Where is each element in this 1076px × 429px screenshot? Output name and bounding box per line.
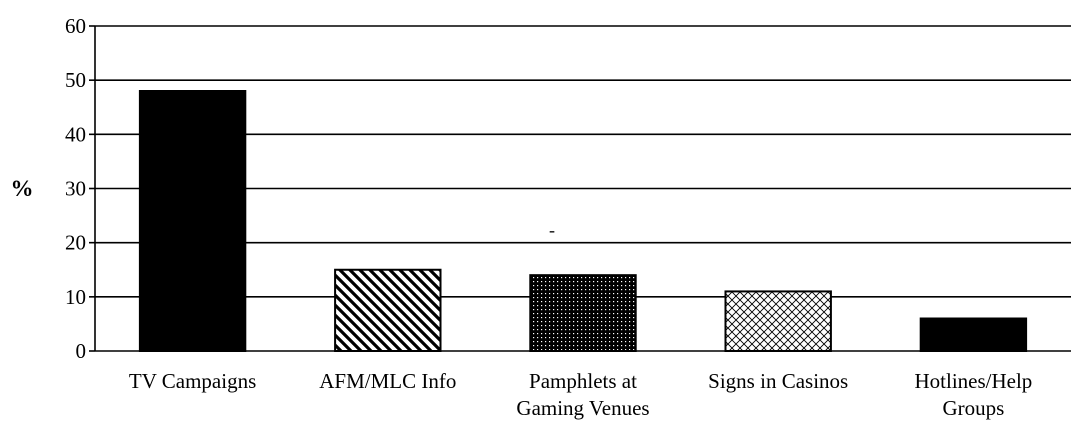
y-tick-label: 60: [65, 14, 86, 38]
y-tick-label: 0: [76, 339, 87, 363]
x-tick-label: TV Campaigns: [129, 369, 256, 393]
y-tick-label: 20: [65, 231, 86, 255]
bar: [919, 317, 1028, 352]
axes: [89, 25, 1071, 352]
y-tick-label: 50: [65, 68, 86, 92]
y-tick-label: 30: [65, 177, 86, 201]
x-tick-label-line: Hotlines/Help: [914, 369, 1032, 393]
x-tick-label: Signs in Casinos: [708, 369, 848, 393]
gridlines: [95, 25, 1071, 298]
bar: [724, 290, 832, 352]
y-axis-label: %: [11, 176, 34, 201]
x-tick-label: Pamphlets at Gaming Venues: [516, 369, 649, 420]
x-tick-label: AFM/MLC Info: [319, 369, 456, 393]
x-tick-label-line: AFM/MLC Info: [319, 369, 456, 393]
x-tick-label-line: Groups: [942, 396, 1004, 420]
x-tick-label: Hotlines/Help Groups: [914, 369, 1032, 420]
x-tick-label-line: TV Campaigns: [129, 369, 256, 393]
y-tick-label: 10: [65, 285, 86, 309]
x-tick-label-line: Gaming Venues: [516, 396, 649, 420]
x-tick-label-line: Pamphlets at: [529, 369, 637, 393]
bar: [334, 268, 442, 352]
x-tick-label-line: Signs in Casinos: [708, 369, 848, 393]
bars: [138, 90, 1028, 352]
bar: [529, 274, 637, 352]
bar: [138, 90, 247, 352]
y-tick-label: 40: [65, 122, 86, 146]
labels: 0 10 20 30 40 50 60% TV Campaigns AFM/MLC Info Pa…: [11, 14, 1033, 420]
annotation: -: [549, 220, 555, 240]
